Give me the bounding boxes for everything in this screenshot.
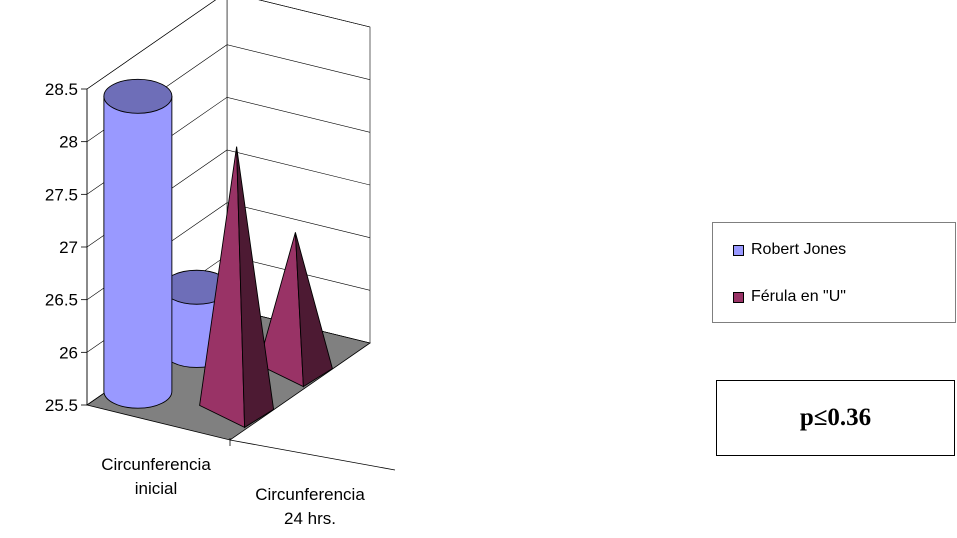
cylinder-bar [103, 78, 173, 409]
legend-swatch-ferula [733, 291, 744, 303]
legend-label-ferula: Férula en "U" [751, 288, 846, 305]
cylinder-body [103, 95, 173, 409]
pyramid-bar [257, 232, 333, 388]
y-tick-label: 26 [59, 343, 78, 362]
p-value-box: p≤0.36 [716, 380, 955, 456]
pyramid-side-face [236, 146, 275, 429]
cylinder-top [103, 78, 173, 114]
category-label: Circunferencia inicial [101, 455, 211, 498]
y-tick-label: 25.5 [45, 396, 78, 415]
legend-swatch-robert-jones [733, 244, 744, 256]
y-tick-label: 28 [59, 133, 78, 152]
pyramid-bar [199, 146, 275, 429]
p-value-text: p≤0.36 [799, 404, 872, 431]
category-label-line: Circunferencia [101, 455, 211, 474]
y-tick-label: 27 [59, 238, 78, 257]
x-axis: Circunferencia inicial Circunferencia 24 hr… [101, 438, 396, 528]
y-tick-label: 27.5 [45, 185, 78, 204]
category-label-line: 24 hrs. [284, 509, 336, 528]
data-marks [103, 78, 333, 429]
legend: Robert Jones Férula en "U" [712, 222, 956, 323]
category-label-line: Circunferencia [255, 485, 365, 504]
x-axis-edge [229, 439, 396, 471]
y-axis: 25.5 26 26.5 27 27.5 28 28.5 [45, 80, 88, 415]
legend-item-robert-jones: Robert Jones [733, 240, 846, 260]
y-tick-label: 26.5 [45, 291, 78, 310]
y-tick-label: 28.5 [45, 80, 78, 99]
legend-label-robert-jones: Robert Jones [751, 241, 847, 258]
category-label-line: inicial [135, 479, 178, 498]
category-label: Circunferencia 24 hrs. [255, 485, 365, 528]
pyramid-side-face [294, 232, 333, 388]
gridline [86, 0, 371, 90]
legend-item-ferula: Férula en "U" [733, 287, 846, 307]
